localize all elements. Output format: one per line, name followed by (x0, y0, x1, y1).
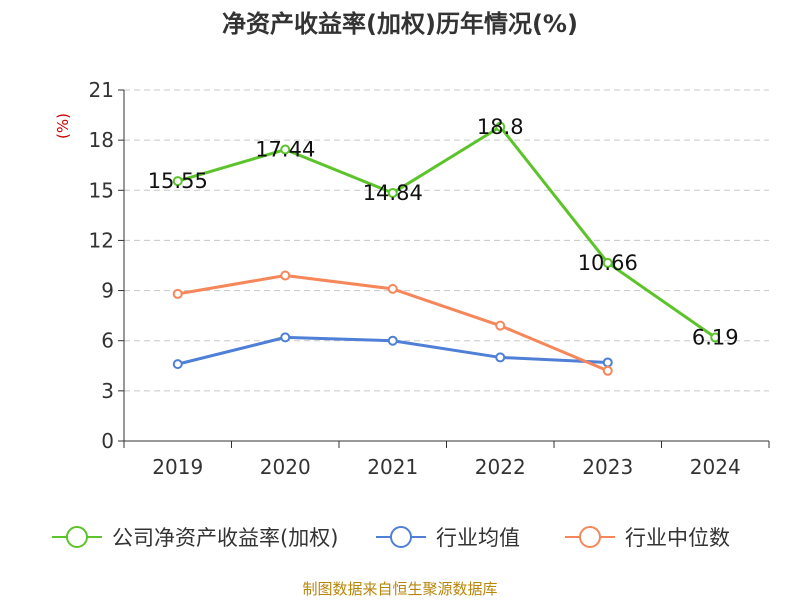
data-labels: 15.55 17.44 14.84 18.8 10.66 6.19 (148, 115, 739, 350)
data-point[interactable] (280, 270, 291, 281)
data-point[interactable] (495, 352, 506, 363)
x-tick-label: 2021 (367, 455, 418, 479)
data-label: 15.55 (148, 169, 208, 193)
data-label: 6.19 (692, 326, 739, 350)
legend-marker (579, 526, 601, 548)
data-point[interactable] (387, 335, 398, 346)
axes: 0 3 6 9 12 15 18 21 2019 2020 2021 2022 2023 2024 (89, 78, 770, 479)
legend-marker (66, 526, 88, 548)
data-point[interactable] (602, 357, 613, 368)
data-label: 10.66 (578, 251, 638, 275)
data-point[interactable] (172, 359, 183, 370)
y-tick-label: 3 (101, 379, 114, 403)
y-tick-label: 15 (89, 178, 114, 202)
y-tick-label: 9 (101, 279, 114, 303)
data-point[interactable] (495, 320, 506, 331)
y-tick-label: 21 (89, 78, 114, 102)
y-axis-unit: (%) (54, 113, 72, 139)
legend-item-1[interactable]: 行业均值 (376, 526, 520, 550)
legend-marker (390, 526, 412, 548)
legend-label: 公司净资产收益率(加权) (112, 526, 338, 550)
data-point[interactable] (172, 288, 183, 299)
series-1 (172, 332, 613, 370)
x-tick-label: 2022 (475, 455, 526, 479)
series (172, 121, 721, 376)
x-tick-label: 2020 (260, 455, 311, 479)
x-tick-label: 2023 (582, 455, 633, 479)
chart-title: 净资产收益率(加权)历年情况(%) (222, 10, 578, 38)
data-point[interactable] (387, 283, 398, 294)
legend-item-0[interactable]: 公司净资产收益率(加权) (52, 526, 338, 550)
series-line (177, 125, 717, 339)
y-tick-label: 18 (89, 128, 114, 152)
data-point[interactable] (495, 121, 506, 132)
legend-label: 行业均值 (436, 526, 520, 550)
series-2 (172, 270, 613, 376)
legend: 公司净资产收益率(加权) 行业均值 行业中位数 (52, 526, 730, 550)
data-point[interactable] (710, 332, 721, 343)
x-tick-label: 2024 (690, 455, 741, 479)
legend-item-2[interactable]: 行业中位数 (565, 526, 730, 550)
data-point[interactable] (280, 332, 291, 343)
data-label: 18.8 (477, 115, 524, 139)
data-point[interactable] (602, 257, 613, 268)
data-point[interactable] (602, 365, 613, 376)
grid-lines (124, 89, 769, 392)
y-tick-label: 0 (101, 429, 114, 453)
y-tick-label: 12 (89, 228, 114, 252)
series-0 (172, 121, 721, 343)
source-note: 制图数据来自恒生聚源数据库 (302, 580, 497, 598)
y-tick-label: 6 (101, 329, 114, 353)
data-point[interactable] (387, 187, 398, 198)
data-label: 14.84 (363, 181, 423, 205)
data-label: 17.44 (255, 138, 315, 162)
data-point[interactable] (280, 144, 291, 155)
data-point[interactable] (172, 176, 183, 187)
x-tick-label: 2019 (152, 455, 203, 479)
legend-label: 行业中位数 (625, 526, 730, 550)
